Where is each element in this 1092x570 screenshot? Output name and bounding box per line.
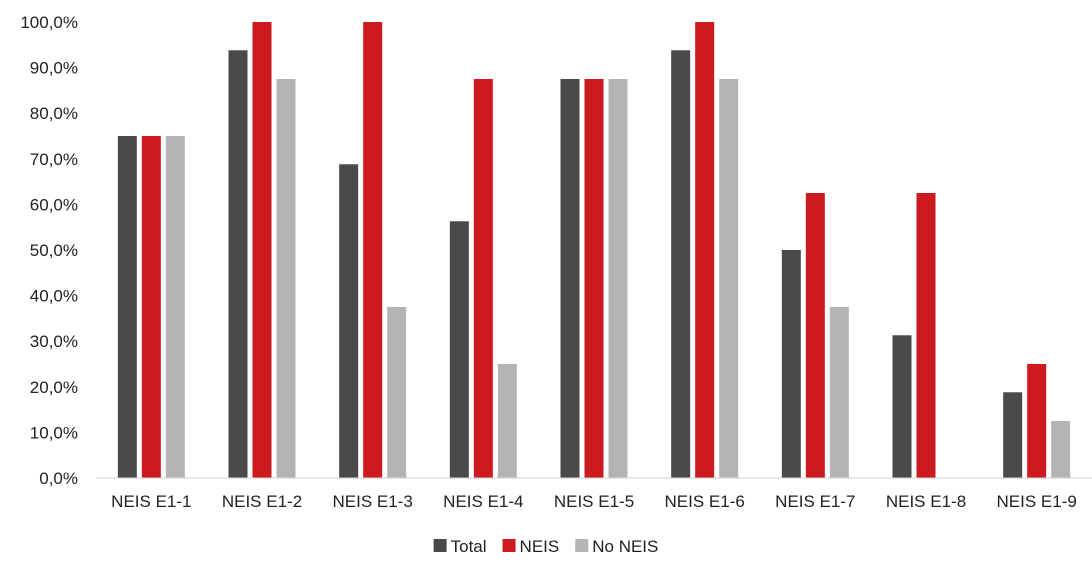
bar-neis-neis-e1-1 [141,136,161,478]
legend-swatch [502,539,516,552]
y-tick-label: 10,0% [30,423,78,442]
legend-label: NEIS [520,537,560,556]
bar-total-neis-e1-6 [671,50,691,478]
bar-no-neis-neis-e1-5 [608,79,628,478]
bar-total-neis-e1-1 [117,136,137,478]
bar-total-neis-e1-9 [1003,392,1023,478]
bar-no-neis-neis-e1-4 [497,364,517,478]
legend-label: Total [451,537,487,556]
x-category-label: NEIS E1-9 [997,492,1077,511]
bar-no-neis-neis-e1-3 [387,307,407,478]
bar-neis-neis-e1-7 [805,193,825,478]
x-category-label: NEIS E1-2 [222,492,302,511]
legend-item-no-neis: No NEIS [575,537,658,556]
legend-item-neis: NEIS [502,537,560,556]
y-tick-label: 50,0% [30,241,78,260]
bar-total-neis-e1-8 [892,335,912,478]
bar-total-neis-e1-5 [560,79,580,478]
bar-total-neis-e1-2 [228,50,248,478]
legend-item-total: Total [433,537,487,556]
bar-neis-neis-e1-3 [363,22,383,478]
bars [117,22,1071,478]
y-axis: 0,0% 10,0% 20,0% 30,0% 40,0% 50,0% 60,0% 70,0% 8… [20,13,78,488]
x-category-label: NEIS E1-1 [111,492,191,511]
bar-no-neis-neis-e1-7 [829,307,849,478]
bar-total-neis-e1-4 [449,221,469,478]
legend: Total NEIS No NEIS [433,537,658,556]
y-tick-label: 30,0% [30,332,78,351]
x-category-label: NEIS E1-5 [554,492,634,511]
y-tick-label: 40,0% [30,287,78,306]
y-tick-label: 0,0% [39,469,78,488]
x-axis: NEIS E1-1 NEIS E1-2 NEIS E1-3 NEIS E1-4 NEIS… [111,492,1077,511]
bar-neis-neis-e1-4 [473,79,493,478]
bar-neis-neis-e1-9 [1027,364,1047,478]
x-category-label: NEIS E1-4 [443,492,523,511]
y-tick-label: 20,0% [30,378,78,397]
bar-no-neis-neis-e1-1 [165,136,185,478]
x-category-label: NEIS E1-3 [333,492,413,511]
bar-neis-neis-e1-5 [584,79,604,478]
bar-no-neis-neis-e1-9 [1051,421,1071,478]
bar-no-neis-neis-e1-2 [276,79,296,478]
legend-label: No NEIS [592,537,658,556]
legend-swatch [433,539,447,552]
bar-total-neis-e1-3 [339,164,359,478]
x-category-label: NEIS E1-7 [775,492,855,511]
bar-neis-neis-e1-6 [695,22,715,478]
y-tick-label: 70,0% [30,150,78,169]
bar-neis-neis-e1-2 [252,22,272,478]
y-tick-label: 90,0% [30,59,78,78]
x-category-label: NEIS E1-8 [886,492,966,511]
y-tick-label: 80,0% [30,104,78,123]
bar-total-neis-e1-7 [781,250,801,478]
legend-swatch [575,539,589,552]
y-tick-label: 100,0% [20,13,78,32]
x-category-label: NEIS E1-6 [665,492,745,511]
bar-no-neis-neis-e1-6 [719,79,739,478]
y-tick-label: 60,0% [30,195,78,214]
bar-neis-neis-e1-8 [916,193,936,478]
